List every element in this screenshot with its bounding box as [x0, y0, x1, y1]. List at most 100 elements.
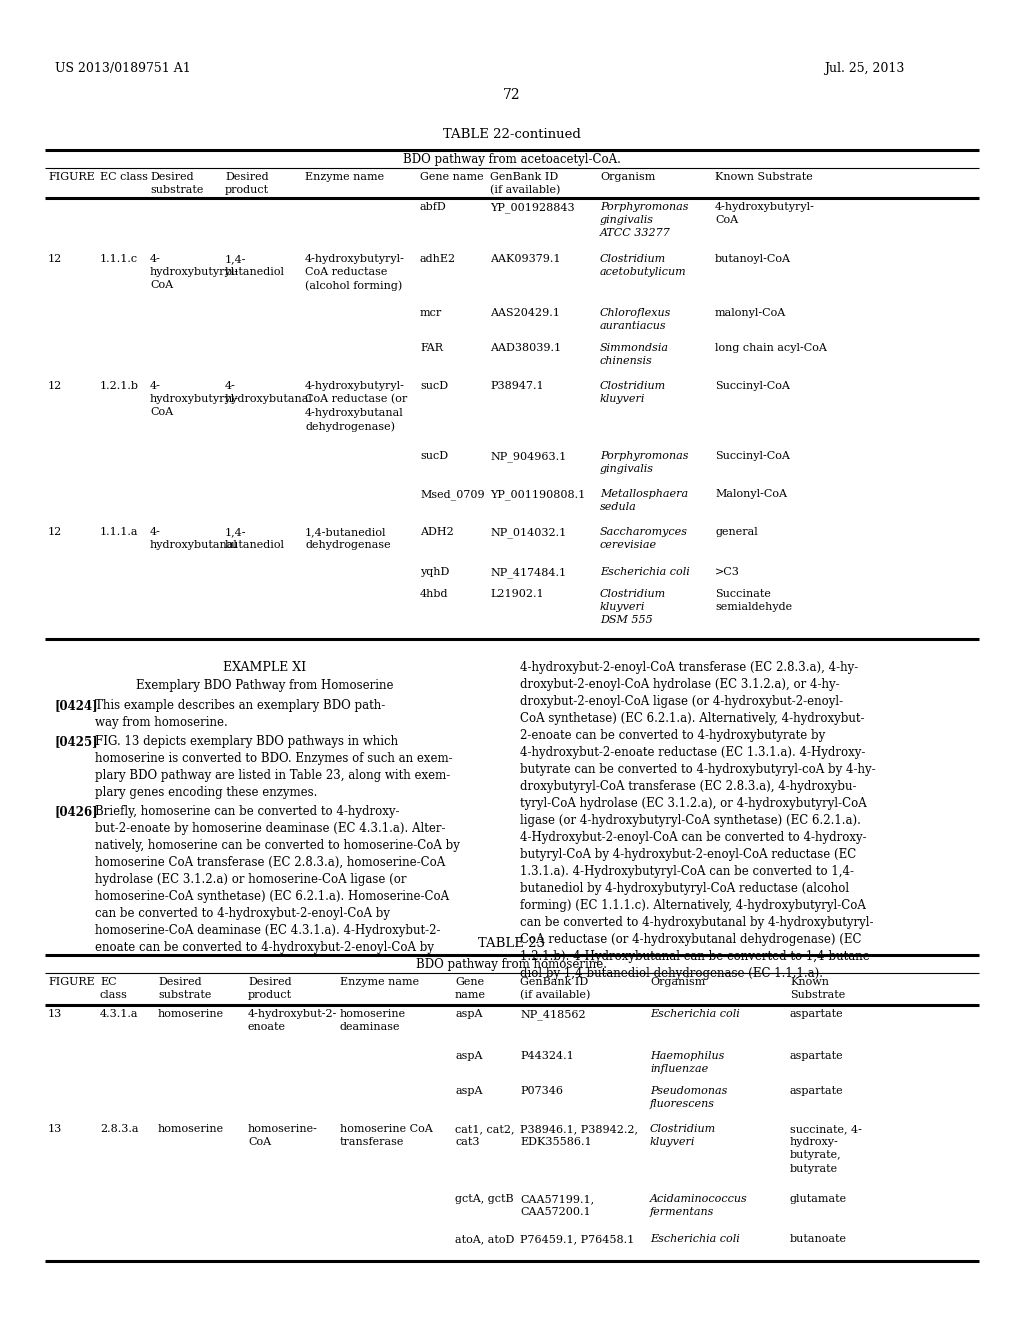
- Text: Desired
product: Desired product: [248, 977, 292, 1001]
- Text: Clostridium
kluyveri
DSM 555: Clostridium kluyveri DSM 555: [600, 589, 667, 626]
- Text: 12: 12: [48, 527, 62, 537]
- Text: 12: 12: [48, 253, 62, 264]
- Text: BDO pathway from homoserine.: BDO pathway from homoserine.: [417, 958, 607, 972]
- Text: FAR: FAR: [420, 343, 443, 352]
- Text: abfD: abfD: [420, 202, 446, 213]
- Text: NP_418562: NP_418562: [520, 1008, 586, 1020]
- Text: Clostridium
kluyveri: Clostridium kluyveri: [650, 1125, 716, 1147]
- Text: Simmondsia
chinensis: Simmondsia chinensis: [600, 343, 669, 366]
- Text: Pseudomonas
fluorescens: Pseudomonas fluorescens: [650, 1086, 727, 1109]
- Text: 1,4-
butanediol: 1,4- butanediol: [225, 253, 285, 277]
- Text: AAD38039.1: AAD38039.1: [490, 343, 561, 352]
- Text: GenBank ID
(if available): GenBank ID (if available): [520, 977, 591, 1001]
- Text: 13: 13: [48, 1125, 62, 1134]
- Text: 1,4-butanediol
dehydrogenase: 1,4-butanediol dehydrogenase: [305, 527, 390, 550]
- Text: 4-hydroxybutyryl-
CoA reductase (or
4-hydroxybutanal
dehydrogenase): 4-hydroxybutyryl- CoA reductase (or 4-hy…: [305, 381, 408, 432]
- Text: EC class: EC class: [100, 172, 148, 182]
- Text: Known Substrate: Known Substrate: [715, 172, 813, 182]
- Text: general: general: [715, 527, 758, 537]
- Text: 4-
hydroxybutanal: 4- hydroxybutanal: [225, 381, 313, 404]
- Text: homoserine-
CoA: homoserine- CoA: [248, 1125, 317, 1147]
- Text: aspA: aspA: [455, 1086, 482, 1096]
- Text: Porphyromonas
gingivalis: Porphyromonas gingivalis: [600, 451, 688, 474]
- Text: sucD: sucD: [420, 381, 449, 391]
- Text: Porphyromonas
gingivalis
ATCC 33277: Porphyromonas gingivalis ATCC 33277: [600, 202, 688, 239]
- Text: Gene name: Gene name: [420, 172, 483, 182]
- Text: This example describes an exemplary BDO path-
way from homoserine.: This example describes an exemplary BDO …: [95, 700, 385, 729]
- Text: 4-hydroxybutyryl-
CoA reductase
(alcohol forming): 4-hydroxybutyryl- CoA reductase (alcohol…: [305, 253, 404, 292]
- Text: [0425]: [0425]: [55, 735, 98, 748]
- Text: 4-
hydroxybutyryl-
CoA: 4- hydroxybutyryl- CoA: [150, 381, 239, 417]
- Text: yqhD: yqhD: [420, 568, 450, 577]
- Text: 1.2.1.b: 1.2.1.b: [100, 381, 139, 391]
- Text: 4-hydroxybutyryl-
CoA: 4-hydroxybutyryl- CoA: [715, 202, 815, 226]
- Text: 13: 13: [48, 1008, 62, 1019]
- Text: adhE2: adhE2: [420, 253, 456, 264]
- Text: YP_001928843: YP_001928843: [490, 202, 574, 213]
- Text: 4hbd: 4hbd: [420, 589, 449, 599]
- Text: Organism: Organism: [600, 172, 655, 182]
- Text: P38947.1: P38947.1: [490, 381, 544, 391]
- Text: homoserine: homoserine: [158, 1008, 224, 1019]
- Text: butanoyl-CoA: butanoyl-CoA: [715, 253, 791, 264]
- Text: BDO pathway from acetoacetyl-CoA.: BDO pathway from acetoacetyl-CoA.: [403, 153, 621, 166]
- Text: Metallosphaera
sedula: Metallosphaera sedula: [600, 488, 688, 512]
- Text: FIGURE: FIGURE: [48, 172, 95, 182]
- Text: Acidaminococcus
fermentans: Acidaminococcus fermentans: [650, 1195, 748, 1217]
- Text: L21902.1: L21902.1: [490, 589, 544, 599]
- Text: Desired
product: Desired product: [225, 172, 269, 195]
- Text: 1.1.1.c: 1.1.1.c: [100, 253, 138, 264]
- Text: atoA, atoD: atoA, atoD: [455, 1234, 514, 1243]
- Text: Jul. 25, 2013: Jul. 25, 2013: [824, 62, 904, 75]
- Text: butanoate: butanoate: [790, 1234, 847, 1243]
- Text: Enzyme name: Enzyme name: [305, 172, 384, 182]
- Text: Enzyme name: Enzyme name: [340, 977, 419, 987]
- Text: GenBank ID
(if available): GenBank ID (if available): [490, 172, 560, 195]
- Text: Clostridium
kluyveri: Clostridium kluyveri: [600, 381, 667, 404]
- Text: Desired
substrate: Desired substrate: [150, 172, 204, 195]
- Text: P07346: P07346: [520, 1086, 563, 1096]
- Text: aspartate: aspartate: [790, 1086, 844, 1096]
- Text: >C3: >C3: [715, 568, 740, 577]
- Text: mcr: mcr: [420, 308, 442, 318]
- Text: FIG. 13 depicts exemplary BDO pathways in which
homoserine is converted to BDO. : FIG. 13 depicts exemplary BDO pathways i…: [95, 735, 453, 799]
- Text: P76459.1, P76458.1: P76459.1, P76458.1: [520, 1234, 634, 1243]
- Text: glutamate: glutamate: [790, 1195, 847, 1204]
- Text: gctA, gctB: gctA, gctB: [455, 1195, 514, 1204]
- Text: NP_417484.1: NP_417484.1: [490, 568, 566, 578]
- Text: Succinyl-CoA: Succinyl-CoA: [715, 381, 790, 391]
- Text: homoserine: homoserine: [158, 1125, 224, 1134]
- Text: ADH2: ADH2: [420, 527, 454, 537]
- Text: homoserine
deaminase: homoserine deaminase: [340, 1008, 407, 1032]
- Text: 4-
hydroxybutanal: 4- hydroxybutanal: [150, 527, 238, 550]
- Text: homoserine CoA
transferase: homoserine CoA transferase: [340, 1125, 433, 1147]
- Text: aspartate: aspartate: [790, 1008, 844, 1019]
- Text: AAS20429.1: AAS20429.1: [490, 308, 560, 318]
- Text: Saccharomyces
cerevisiae: Saccharomyces cerevisiae: [600, 527, 688, 550]
- Text: Organism: Organism: [650, 977, 706, 987]
- Text: 4.3.1.a: 4.3.1.a: [100, 1008, 138, 1019]
- Text: FIGURE: FIGURE: [48, 977, 95, 987]
- Text: 4-hydroxybut-2-enoyl-CoA transferase (EC 2.8.3.a), 4-hy-
droxybut-2-enoyl-CoA hy: 4-hydroxybut-2-enoyl-CoA transferase (EC…: [520, 661, 876, 979]
- Text: Escherichia coli: Escherichia coli: [600, 568, 690, 577]
- Text: 1.1.1.a: 1.1.1.a: [100, 527, 138, 537]
- Text: Briefly, homoserine can be converted to 4-hydroxy-
but-2-enoate by homoserine de: Briefly, homoserine can be converted to …: [95, 805, 460, 954]
- Text: cat1, cat2,
cat3: cat1, cat2, cat3: [455, 1125, 514, 1147]
- Text: 72: 72: [503, 88, 521, 102]
- Text: NP_014032.1: NP_014032.1: [490, 527, 566, 537]
- Text: Clostridium
acetobutylicum: Clostridium acetobutylicum: [600, 253, 687, 277]
- Text: Gene
name: Gene name: [455, 977, 486, 1001]
- Text: P44324.1: P44324.1: [520, 1051, 573, 1061]
- Text: long chain acyl-CoA: long chain acyl-CoA: [715, 343, 826, 352]
- Text: AAK09379.1: AAK09379.1: [490, 253, 560, 264]
- Text: aspartate: aspartate: [790, 1051, 844, 1061]
- Text: aspA: aspA: [455, 1051, 482, 1061]
- Text: Haemophilus
influenzae: Haemophilus influenzae: [650, 1051, 724, 1074]
- Text: EC
class: EC class: [100, 977, 128, 1001]
- Text: TABLE 23: TABLE 23: [478, 937, 546, 950]
- Text: 2.8.3.a: 2.8.3.a: [100, 1125, 138, 1134]
- Text: 12: 12: [48, 381, 62, 391]
- Text: TABLE 22-continued: TABLE 22-continued: [443, 128, 581, 141]
- Text: [0426]: [0426]: [55, 805, 98, 818]
- Text: aspA: aspA: [455, 1008, 482, 1019]
